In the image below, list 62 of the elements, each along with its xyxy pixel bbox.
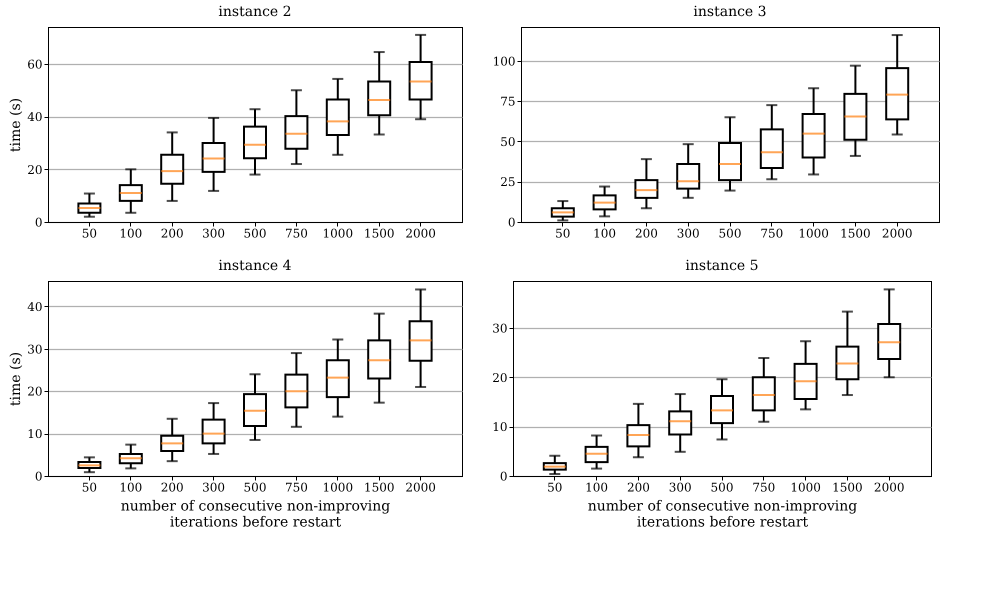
chart-title: instance 5: [685, 258, 759, 274]
y-tick-label: 10: [492, 420, 508, 434]
x-tick-label: 500: [244, 480, 266, 494]
x-tick-label: 1500: [840, 226, 871, 240]
x-tick-label: 300: [668, 480, 692, 494]
x-tick-label: 100: [585, 480, 608, 494]
chart-title: instance 3: [693, 4, 767, 20]
x-tick-label: 2000: [882, 226, 912, 240]
x-tick-label: 1000: [322, 226, 354, 240]
y-tick-label: 30: [27, 342, 42, 356]
x-tick-label: 200: [626, 480, 650, 494]
y-tick-label: 60: [27, 57, 42, 72]
x-tick-label: 1500: [832, 480, 863, 494]
x-tick-label: 300: [202, 480, 226, 494]
y-tick-label: 20: [492, 370, 508, 385]
x-tick-label: 2000: [405, 480, 436, 494]
y-tick-label: 75: [500, 94, 516, 109]
x-tick-label: 200: [634, 226, 658, 240]
x-tick-label: 200: [160, 226, 184, 240]
y-tick-label: 0: [500, 470, 508, 484]
x-tick-label: 2000: [874, 480, 904, 494]
y-axis-title: time (s): [8, 98, 24, 152]
y-tick-label: 40: [27, 300, 42, 314]
x-tick-label: 100: [593, 226, 616, 240]
x-axis-title: number of consecutive non-improving iterations before restart: [120, 498, 390, 530]
y-tick-label: 0: [34, 216, 42, 230]
y-tick-label: 0: [508, 216, 516, 230]
x-tick-label: 500: [718, 226, 742, 240]
x-tick-label: 750: [760, 226, 784, 240]
y-tick-label: 20: [27, 162, 42, 177]
x-tick-label: 300: [202, 226, 226, 240]
x-tick-label: 50: [555, 226, 570, 240]
chart-title: instance 2: [218, 4, 292, 20]
y-axis-title: time (s): [8, 352, 24, 406]
x-tick-label: 750: [752, 480, 776, 494]
x-tick-label: 100: [119, 226, 142, 240]
x-tick-label: 1000: [322, 480, 354, 494]
y-tick-label: 30: [492, 321, 508, 336]
x-tick-label: 1000: [790, 480, 821, 494]
y-tick-label: 100: [492, 54, 516, 68]
y-tick-label: 50: [500, 134, 516, 149]
x-tick-label: 2000: [405, 226, 436, 240]
x-tick-label: 500: [710, 480, 734, 494]
x-tick-label: 50: [82, 480, 98, 494]
x-tick-label: 100: [119, 480, 142, 494]
x-tick-label: 200: [160, 480, 184, 494]
y-tick-label: 25: [500, 175, 516, 190]
y-tick-label: 0: [34, 470, 42, 484]
x-tick-label: 1500: [364, 226, 394, 240]
x-tick-label: 750: [284, 480, 308, 494]
chart-title: instance 4: [218, 258, 292, 274]
x-tick-label: 300: [676, 226, 700, 240]
x-tick-label: 50: [82, 226, 98, 240]
y-tick-label: 40: [27, 110, 42, 124]
y-tick-label: 20: [27, 384, 42, 399]
x-tick-label: 500: [244, 226, 266, 240]
x-tick-label: 750: [284, 226, 308, 240]
x-tick-label: 1500: [364, 480, 394, 494]
x-axis-title: number of consecutive non-improving iterations before restart: [588, 498, 858, 530]
y-tick-label: 10: [27, 427, 42, 442]
x-tick-label: 50: [547, 480, 562, 494]
x-tick-label: 1000: [798, 226, 829, 240]
